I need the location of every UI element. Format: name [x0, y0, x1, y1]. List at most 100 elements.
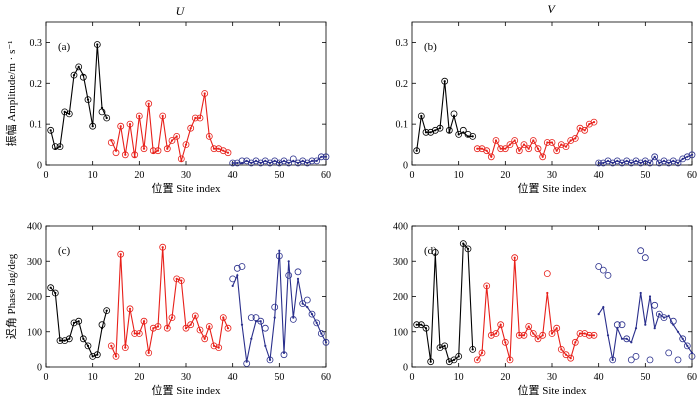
data-dot: [156, 325, 160, 328]
data-dot: [133, 155, 136, 158]
y-tick-label: 100: [27, 327, 42, 338]
data-dot: [452, 358, 456, 361]
data-marker: [515, 147, 523, 155]
data-dot: [259, 161, 262, 165]
data-marker: [285, 159, 293, 167]
data-marker: [571, 338, 579, 346]
panel-label: (b): [424, 41, 437, 53]
data-marker: [117, 122, 125, 130]
data-dot: [170, 316, 174, 319]
data-dot: [119, 125, 122, 128]
x-tick-label: 40: [594, 372, 604, 383]
data-dot: [208, 135, 211, 138]
data-dot: [320, 332, 323, 335]
data-dot: [72, 321, 76, 324]
data-dot: [434, 253, 437, 256]
data-marker: [233, 159, 241, 167]
series-red: [473, 118, 598, 161]
data-dot: [536, 147, 540, 150]
data-dot: [588, 123, 591, 126]
data-dot: [217, 147, 220, 150]
data-marker: [89, 352, 97, 360]
column-title-v: V: [547, 2, 556, 16]
data-marker: [492, 137, 500, 144]
data-marker: [266, 356, 274, 364]
data-marker: [478, 349, 486, 357]
data-marker: [294, 159, 302, 167]
data-marker: [247, 159, 255, 167]
series-blue: [229, 249, 330, 367]
data-marker: [70, 319, 78, 327]
data-marker: [487, 153, 495, 161]
data-marker: [413, 147, 421, 155]
x-tick-label: 10: [88, 170, 98, 181]
data-marker: [497, 145, 505, 153]
data-marker: [84, 96, 92, 103]
data-marker: [303, 296, 311, 304]
data-marker: [196, 326, 204, 334]
data-marker: [688, 151, 696, 159]
data-dot: [170, 139, 174, 142]
data-dot: [91, 125, 94, 128]
data-marker: [683, 342, 691, 350]
y-tick-label: 0: [37, 161, 42, 172]
data-dot: [250, 161, 253, 165]
data-marker: [455, 352, 463, 360]
data-marker: [205, 323, 213, 330]
data-dot: [658, 161, 661, 165]
data-marker: [506, 141, 514, 149]
data-dot: [527, 147, 530, 150]
data-dot: [681, 337, 684, 340]
data-marker: [632, 352, 640, 360]
data-dot: [264, 344, 267, 347]
y-tick-label: 0.2: [396, 79, 409, 90]
y-axis-label: 迟角 Phase lag/deg: [5, 253, 18, 339]
data-marker: [459, 240, 467, 248]
data-dot: [648, 295, 652, 298]
data-dot: [681, 157, 684, 160]
data-dot: [672, 159, 675, 162]
series-line-red: [477, 121, 595, 159]
data-marker: [215, 344, 223, 352]
data-dot: [485, 149, 488, 152]
y-tick-label: 0: [403, 161, 408, 172]
data-dot: [198, 116, 202, 120]
data-marker: [61, 108, 69, 116]
data-dot: [420, 114, 423, 118]
data-marker: [112, 149, 120, 157]
data-dot: [96, 43, 99, 46]
y-tick-label: 0: [37, 363, 42, 374]
data-dot: [676, 330, 680, 333]
data-marker: [107, 342, 115, 350]
data-dot: [569, 357, 572, 360]
data-dot: [142, 320, 146, 323]
series-black: [47, 41, 111, 151]
data-dot: [189, 323, 192, 326]
data-dot: [100, 106, 104, 109]
data-marker: [632, 157, 640, 165]
data-dot: [315, 159, 318, 162]
data-dot: [546, 141, 549, 144]
y-tick-label: 0: [403, 363, 408, 374]
data-marker: [224, 149, 232, 157]
data-marker: [112, 352, 120, 360]
data-dot: [504, 341, 507, 344]
data-dot: [476, 147, 479, 150]
data-dot: [522, 143, 526, 146]
data-marker: [413, 321, 421, 329]
data-dot: [306, 306, 309, 309]
data-dot: [471, 348, 474, 351]
data-marker: [154, 323, 162, 330]
data-dot: [306, 161, 309, 165]
data-marker: [441, 77, 449, 85]
y-tick-label: 0.2: [30, 79, 43, 90]
data-marker: [483, 147, 491, 155]
data-dot: [236, 161, 239, 165]
data-marker: [627, 356, 635, 364]
data-dot: [68, 112, 71, 115]
data-dot: [82, 337, 85, 340]
data-marker: [529, 137, 537, 144]
data-marker: [308, 310, 316, 318]
data-dot: [420, 323, 423, 326]
data-marker: [187, 321, 195, 329]
